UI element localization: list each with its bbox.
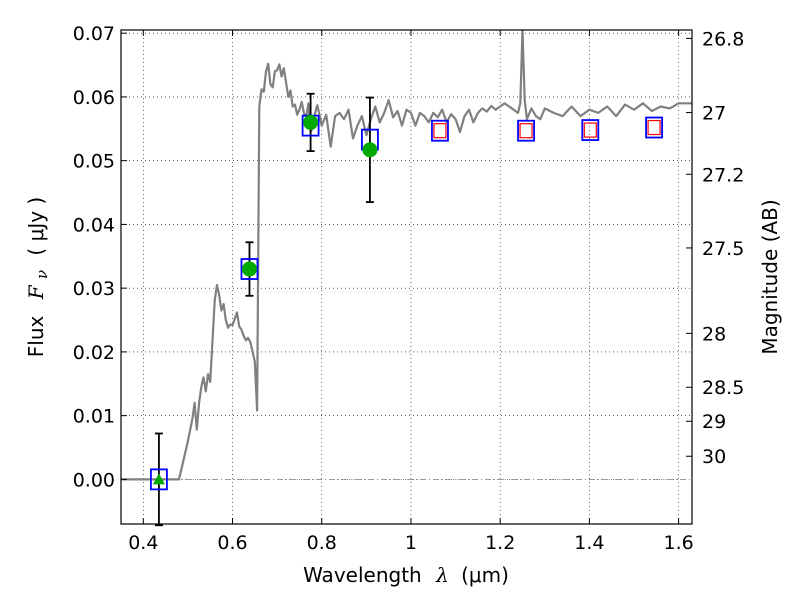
nondetection-box-marker xyxy=(583,122,597,138)
y2-tick-label: 28 xyxy=(702,323,726,345)
y-axis-label-unit: ( μJy ) xyxy=(24,197,48,256)
y-axis-label: Flux F ν ( μJy ) xyxy=(24,197,52,357)
x-axis-label-unit: (μm) xyxy=(461,563,509,587)
y-tick-label: 0.01 xyxy=(73,406,115,428)
y-axis-label-text: Flux xyxy=(24,315,48,357)
y-tick-label: 0.04 xyxy=(73,214,115,236)
y2-axis-label: Magnitude (AB) xyxy=(758,199,782,354)
observed-point-marker xyxy=(241,261,257,277)
nondetection-box-marker xyxy=(433,123,447,139)
nondetection-box-marker xyxy=(519,123,533,139)
y-tick-label: 0.06 xyxy=(73,87,115,109)
axis-ticks: 0.4 0.6 0.8 1 1.2 1.4 1.6 0.00 0.01 0.02 0.03 0.04 0… xyxy=(73,23,745,554)
x-tick-label: 1.2 xyxy=(485,532,515,554)
y2-tick-label: 29 xyxy=(702,411,726,433)
x-tick-label: 0.8 xyxy=(307,532,337,554)
x-tick-label: 1 xyxy=(405,532,417,554)
x-axis-label-symbol: λ xyxy=(435,563,449,587)
spectrum-line xyxy=(121,30,692,481)
y2-tick-label: 28.5 xyxy=(702,377,744,399)
grid-lines xyxy=(121,30,692,524)
y-axis-label-symbol: F xyxy=(24,284,48,300)
y-tick-label: 0.03 xyxy=(73,278,115,300)
y2-tick-label: 27.2 xyxy=(702,164,744,186)
y-axis-label-subscript: ν xyxy=(33,270,51,279)
plot-frame xyxy=(120,29,693,525)
model-box-marker xyxy=(150,468,168,491)
data-markers xyxy=(150,92,663,527)
x-tick-label: 0.6 xyxy=(217,532,247,554)
y-tick-label: 0.02 xyxy=(73,342,115,364)
model-box-marker xyxy=(581,119,600,141)
y-tick-label: 0.00 xyxy=(73,469,115,491)
y2-tick-label: 30 xyxy=(702,446,726,468)
nondetection-box-marker xyxy=(647,119,661,136)
model-box-marker xyxy=(431,119,449,142)
x-tick-label: 0.4 xyxy=(128,532,158,554)
x-axis-label-text: Wavelength xyxy=(303,563,422,587)
model-box-marker xyxy=(517,119,535,142)
observed-point-marker xyxy=(362,142,378,158)
observed-point-marker xyxy=(303,114,319,130)
x-tick-label: 1.4 xyxy=(574,532,604,554)
model-box-marker xyxy=(645,116,663,139)
x-axis-label: Wavelength λ (μm) xyxy=(303,563,509,587)
y-tick-label: 0.05 xyxy=(73,151,115,173)
spectrum-line-group xyxy=(121,30,692,481)
observed-limit-marker xyxy=(152,473,165,485)
y2-tick-label: 26.8 xyxy=(702,28,744,50)
y2-tick-label: 27.5 xyxy=(702,238,744,260)
model-box-marker xyxy=(240,258,259,280)
x-tick-label: 1.6 xyxy=(664,532,694,554)
y2-tick-label: 27 xyxy=(702,103,726,125)
y-tick-label: 0.07 xyxy=(73,23,115,45)
